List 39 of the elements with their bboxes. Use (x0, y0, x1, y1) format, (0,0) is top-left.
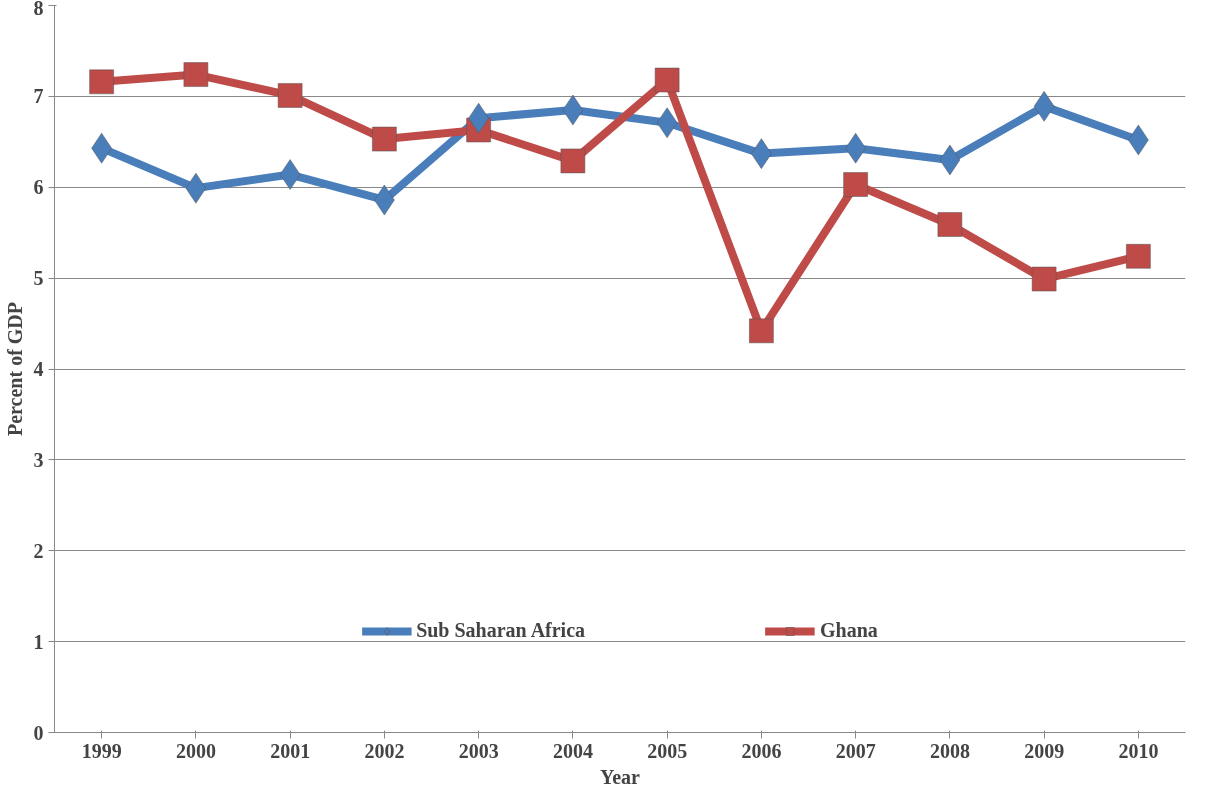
x-axis-title: Year (600, 765, 641, 788)
point (89, 69, 114, 95)
point (656, 107, 678, 138)
legend-label: Ghana (820, 619, 878, 642)
x-tick-label: 2002 (364, 739, 405, 762)
point (1126, 244, 1151, 269)
point (937, 212, 963, 237)
point (654, 67, 680, 93)
y-tick-label: 6 (33, 176, 44, 199)
x-tick-label: 2000 (175, 739, 216, 762)
x-tick-label: 2006 (741, 739, 782, 762)
x-tick-label: 2004 (552, 739, 593, 762)
point (1033, 91, 1055, 122)
y-tick-label: 0 (33, 721, 44, 744)
point (749, 318, 774, 344)
y-tick-label: 8 (33, 0, 44, 19)
x-tick-label: 2001 (270, 739, 311, 762)
y-tick-label: 3 (33, 448, 44, 471)
point (372, 126, 397, 152)
point (843, 172, 868, 197)
x-tick-label: 2005 (647, 739, 688, 762)
y-tick-label: 1 (33, 630, 44, 653)
x-tick-label: 2003 (458, 739, 499, 762)
x-tick-label: 2007 (835, 739, 876, 762)
y-tick-label: 7 (33, 85, 44, 108)
x-tick-label: 1999 (81, 739, 122, 762)
x-tick-label: 2010 (1118, 739, 1159, 762)
point (183, 62, 209, 87)
x-tick-label: 2009 (1024, 739, 1065, 762)
x-tick-label: 2008 (929, 739, 970, 762)
y-tick-label: 5 (33, 267, 44, 290)
y-tick-label: 4 (33, 358, 44, 380)
legend-label: Sub Saharan Africa (416, 619, 586, 642)
y-tick-label: 2 (33, 539, 44, 562)
y-axis-title: Percent of GDP (3, 301, 26, 437)
point (277, 83, 303, 108)
point (279, 159, 301, 190)
point (1031, 266, 1057, 292)
point (560, 148, 586, 174)
